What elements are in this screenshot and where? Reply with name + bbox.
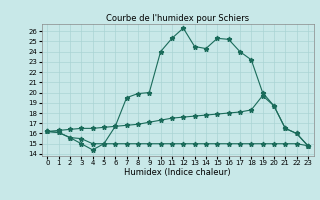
Title: Courbe de l'humidex pour Schiers: Courbe de l'humidex pour Schiers [106, 14, 249, 23]
X-axis label: Humidex (Indice chaleur): Humidex (Indice chaleur) [124, 168, 231, 177]
